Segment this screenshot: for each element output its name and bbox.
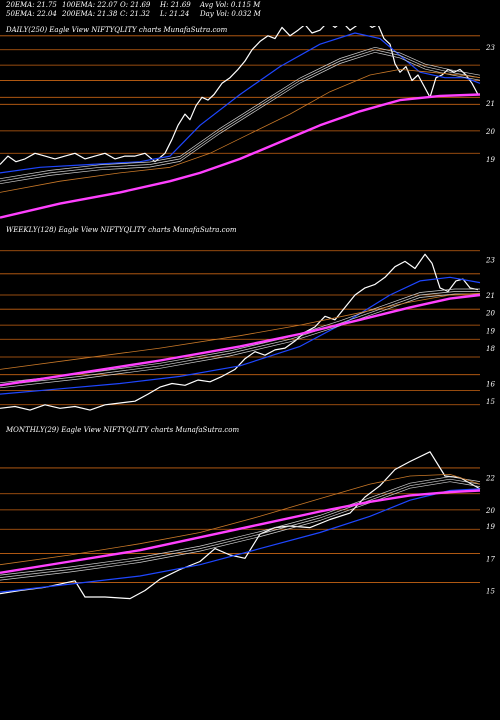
low-readout: L: 21.24: [160, 10, 190, 18]
ema200-line: [0, 293, 481, 387]
y-tick-label: 15: [486, 588, 495, 596]
y-tick-label: 22: [485, 475, 495, 483]
ema100-line: [0, 474, 481, 566]
y-tick-label: 23: [485, 257, 495, 265]
y-tick-label: 16: [486, 381, 495, 389]
avg-vol-readout: Avg Vol: 0.115 M: [200, 1, 261, 9]
ema50-band-line: [0, 51, 481, 185]
y-tick-label: 19: [486, 327, 495, 335]
daily-chart-title: DAILY(250) Eagle View NIFTYQLITY charts …: [6, 26, 228, 34]
y-tick-label: 19: [486, 523, 495, 531]
ema50-band-line: [0, 293, 480, 389]
ema100-readout: 100EMA: 22.07: [62, 1, 118, 9]
ema200-readout: 200EMA: 21.38: [62, 10, 118, 18]
ema200-line: [0, 489, 481, 574]
indicator-header: 20EMA: 21.75 100EMA: 22.07 O: 21.69 H: 2…: [0, 0, 500, 20]
daily-price-chart: 23 21 20 19: [0, 26, 495, 219]
price-line: [0, 26, 479, 165]
weekly-price-chart: 23 21 20 19 18 16 15: [0, 250, 495, 411]
y-tick-label: 17: [486, 555, 495, 563]
open-readout: O: 21.69: [120, 1, 151, 9]
monthly-price-chart: 22 20 19 17 15: [0, 451, 495, 600]
ema200-line: [0, 93, 481, 219]
ema50-band-line: [0, 49, 481, 182]
y-tick-label: 15: [486, 398, 495, 406]
ema20-line: [0, 276, 481, 395]
day-vol-readout: Day Vol: 0.032 M: [200, 10, 261, 18]
price-line: [0, 451, 481, 600]
ema50-band-line: [0, 478, 481, 578]
daily-chart-panel: DAILY(250) Eagle View NIFTYQLITY charts …: [0, 26, 500, 226]
price-line: [0, 253, 479, 411]
high-readout: H: 21.69: [160, 1, 191, 9]
ema100-line: [0, 69, 481, 193]
ema100-line: [0, 292, 481, 370]
y-tick-label: 18: [486, 345, 495, 353]
y-tick-label: 20: [485, 310, 495, 318]
ema50-band-line: [0, 481, 481, 581]
y-tick-label: 20: [485, 128, 495, 136]
ema20-line: [0, 32, 481, 174]
ema50-band-line: [0, 291, 480, 386]
ema20-line: [0, 488, 481, 593]
close-readout: C: 21.32: [120, 10, 150, 18]
monthly-chart-title: MONTHLY(29) Eagle View NIFTYQLITY charts…: [6, 426, 240, 434]
weekly-chart-title: WEEKLY(128) Eagle View NIFTYQLITY charts…: [6, 226, 237, 234]
weekly-chart-panel: WEEKLY(128) Eagle View NIFTYQLITY charts…: [0, 226, 500, 426]
y-tick-label: 20: [485, 507, 495, 515]
ema50-readout: 50EMA: 22.04: [6, 10, 57, 18]
ema50-band-line: [0, 46, 481, 180]
ema20-readout: 20EMA: 21.75: [6, 1, 57, 9]
y-tick-label: 21: [485, 100, 495, 108]
y-tick-label: 23: [485, 44, 495, 52]
y-tick-label: 19: [486, 156, 495, 164]
ema50-band-line: [0, 288, 480, 384]
monthly-chart-panel: MONTHLY(29) Eagle View NIFTYQLITY charts…: [0, 426, 500, 626]
ema50-band-line: [0, 476, 481, 576]
y-tick-label: 21: [485, 292, 495, 300]
